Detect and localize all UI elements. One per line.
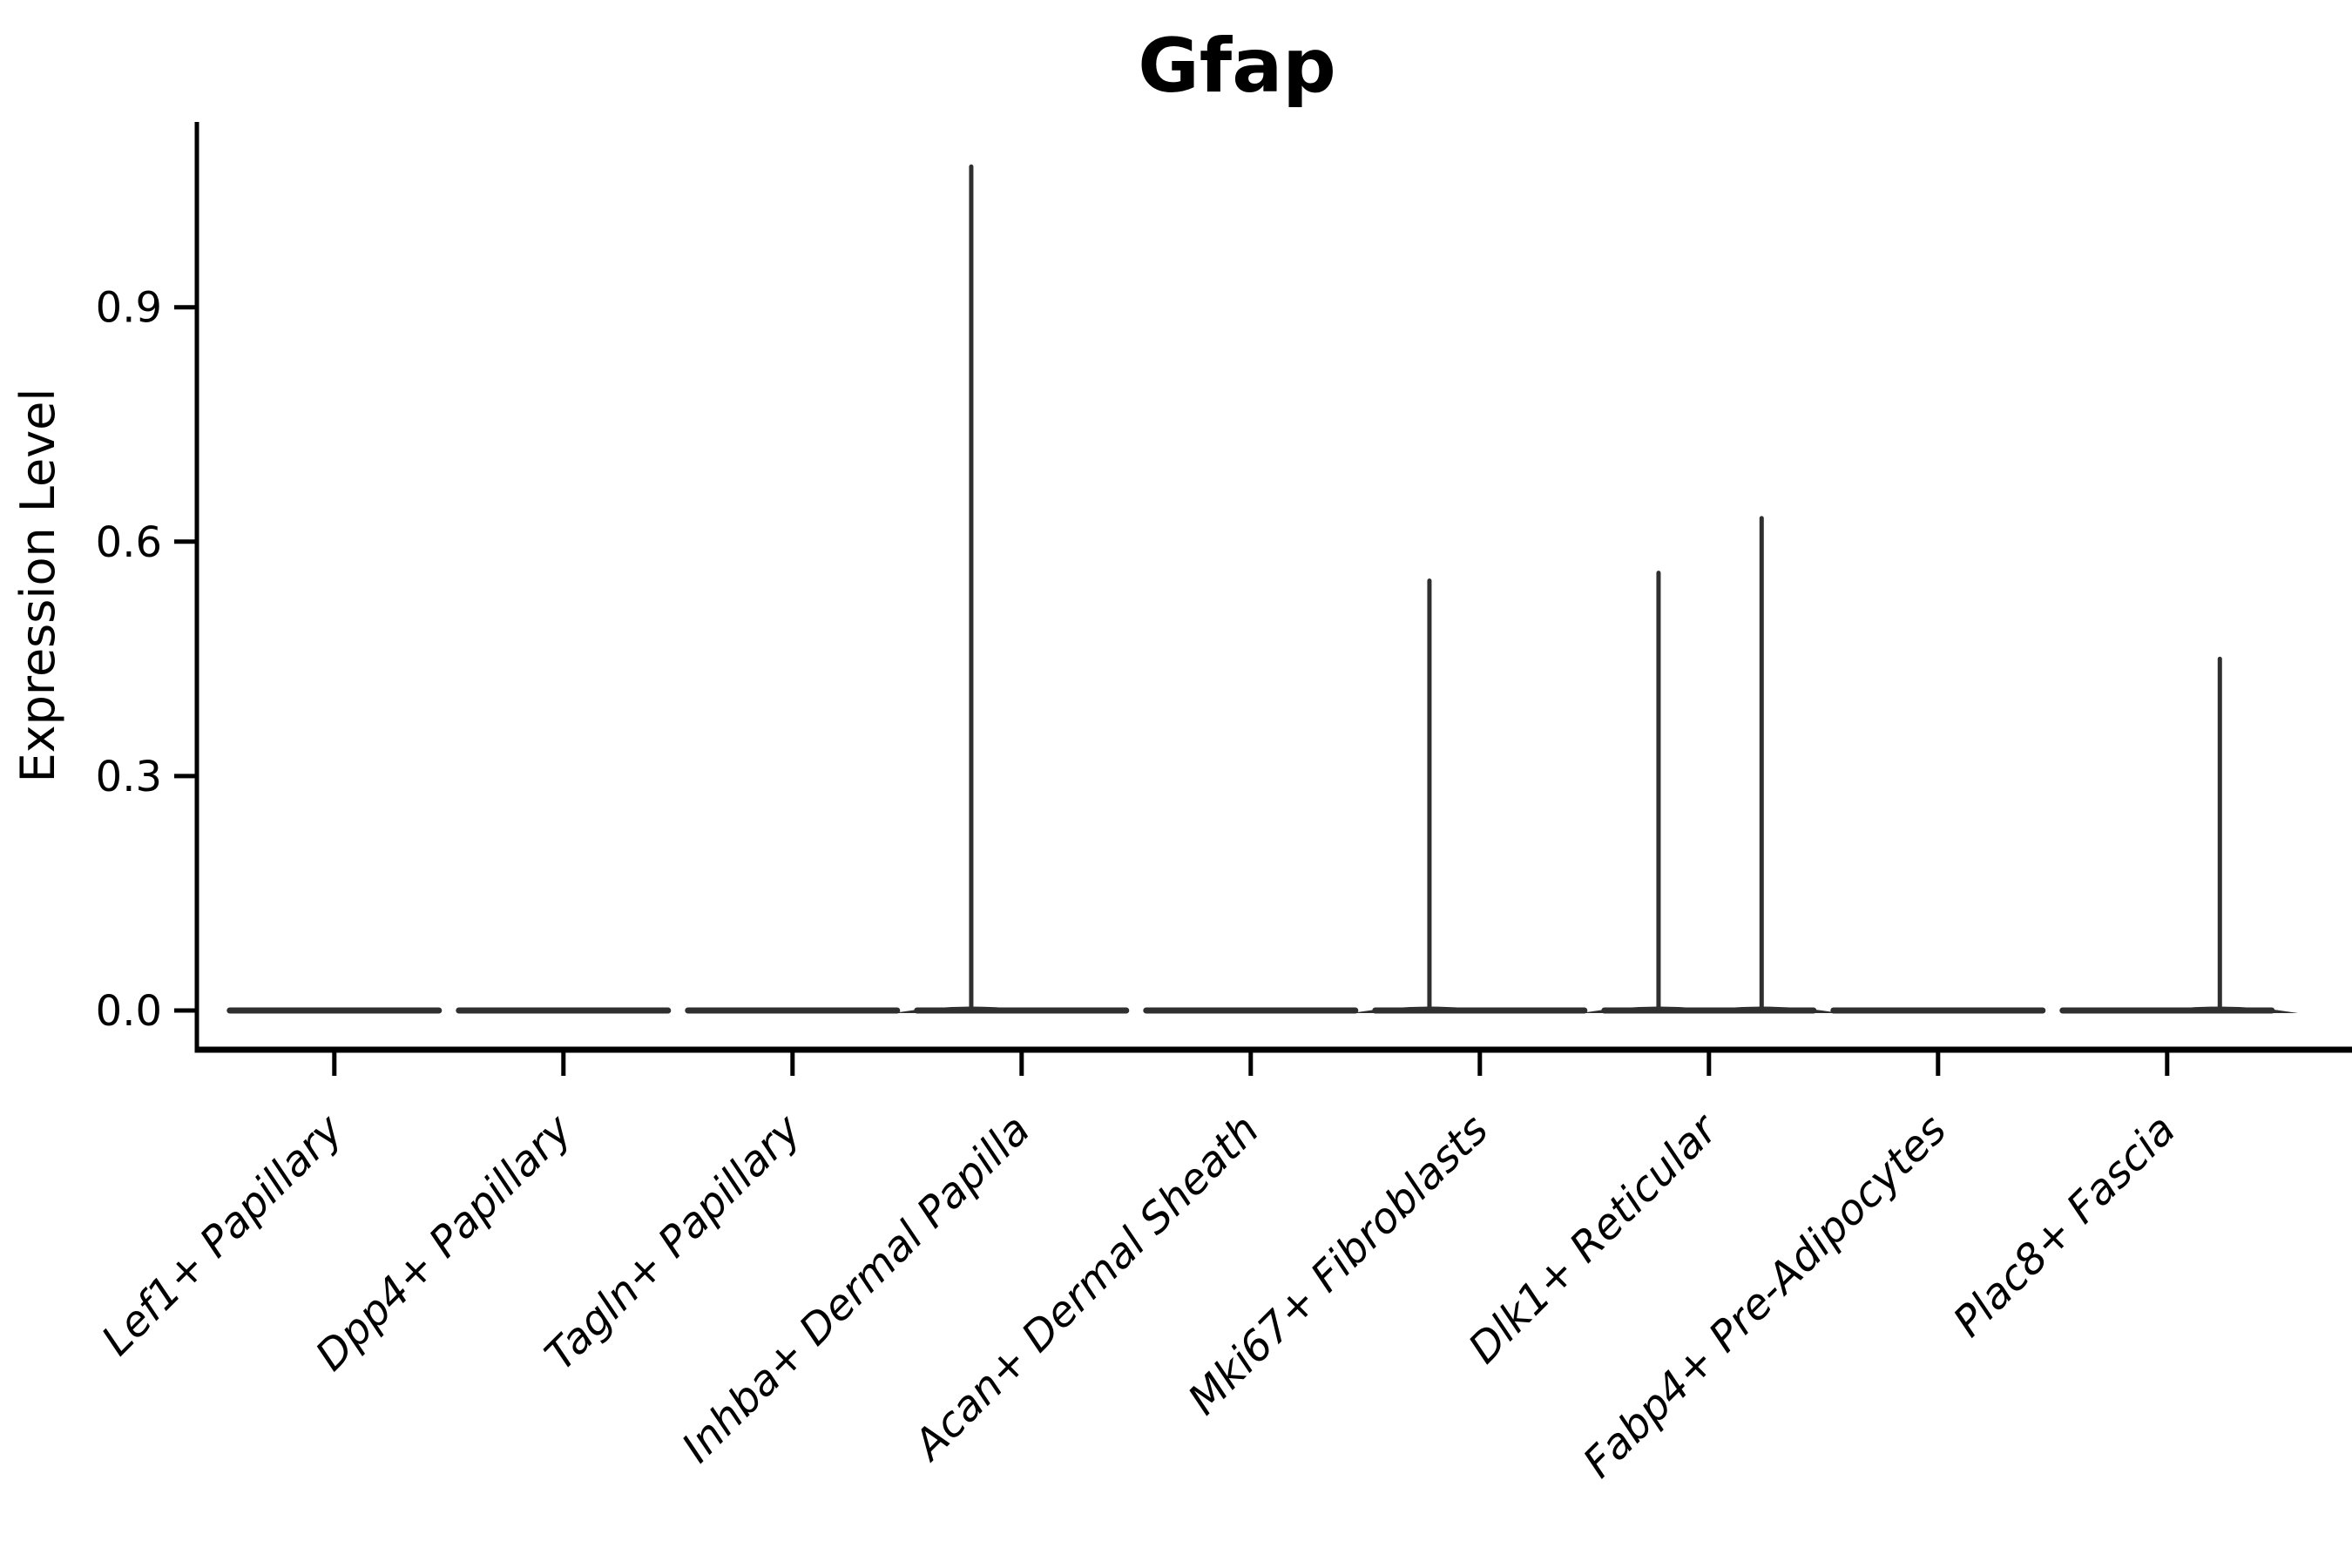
x-axis-category-label: Dpp4+ Papillary (307, 1105, 582, 1380)
violins (226, 164, 2299, 1014)
y-tick-label: 0.0 (96, 987, 162, 1036)
x-axis-category-label: Plac8+ Fascia (1944, 1105, 2186, 1347)
x-axis-category-label: Dlk1+ Reticular (1459, 1104, 1729, 1374)
x-axis-category-label: Fabp4+ Pre-Adipocytes (1574, 1105, 1957, 1488)
chart-title: Gfap (1138, 23, 1336, 110)
y-tick-label: 0.9 (96, 284, 162, 333)
y-axis-label: Expression Level (10, 389, 65, 783)
x-axis-category-label: Tagln+ Papillary (536, 1105, 811, 1380)
y-tick-label: 0.6 (96, 518, 162, 567)
y-tick-label: 0.3 (96, 753, 162, 801)
x-axis-category-label: Lef1+ Papillary (92, 1105, 353, 1365)
